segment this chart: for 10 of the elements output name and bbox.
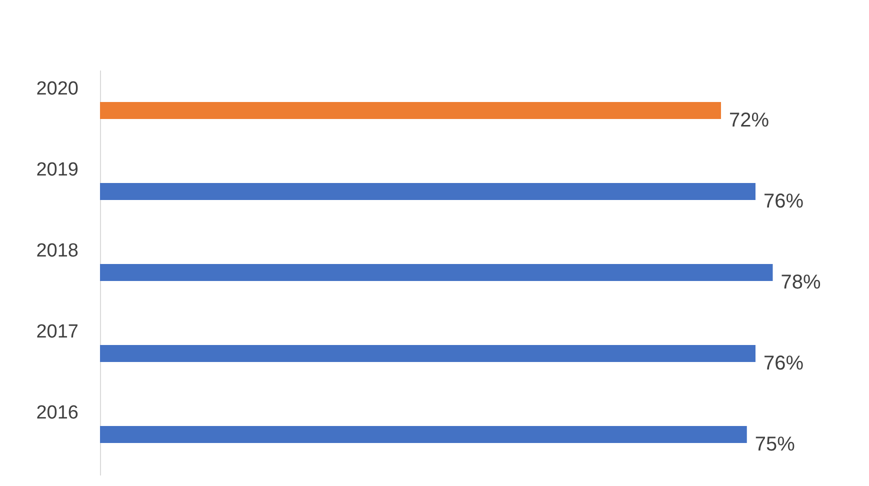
y-tick-label: 2018 — [36, 240, 78, 262]
data-label: 75% — [754, 434, 796, 456]
data-label: 76% — [764, 352, 804, 374]
data-label: 72% — [729, 110, 770, 132]
y-tick-label: 2020 — [36, 78, 78, 100]
y-tick-label: 2016 — [36, 402, 78, 424]
y-tick-label: 2019 — [36, 160, 78, 180]
y-tick-label: 2017 — [36, 322, 78, 342]
data-label: 76% — [764, 190, 804, 212]
data-label: 78% — [780, 272, 821, 294]
